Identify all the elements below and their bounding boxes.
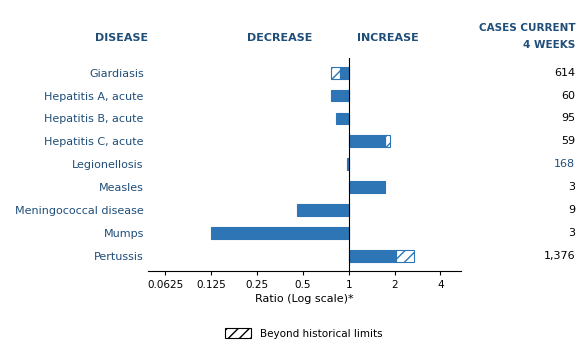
Text: 168: 168 bbox=[554, 159, 575, 169]
Bar bbox=[211, 228, 349, 239]
Text: 614: 614 bbox=[554, 67, 575, 77]
Text: 1,376: 1,376 bbox=[544, 251, 575, 261]
Text: CASES CURRENT: CASES CURRENT bbox=[479, 23, 575, 33]
Bar bbox=[297, 204, 349, 217]
Text: 95: 95 bbox=[561, 114, 575, 124]
Bar bbox=[385, 136, 390, 147]
Bar bbox=[331, 89, 349, 102]
X-axis label: Ratio (Log scale)*: Ratio (Log scale)* bbox=[256, 295, 354, 305]
Text: DECREASE: DECREASE bbox=[246, 33, 312, 43]
Text: 4 WEEKS: 4 WEEKS bbox=[523, 40, 575, 50]
Text: INCREASE: INCREASE bbox=[357, 33, 418, 43]
Bar bbox=[336, 113, 349, 125]
Bar bbox=[349, 250, 396, 262]
Text: DISEASE: DISEASE bbox=[95, 33, 148, 43]
Text: 60: 60 bbox=[561, 91, 575, 100]
Bar bbox=[349, 136, 385, 147]
Text: 9: 9 bbox=[568, 206, 575, 215]
Text: 59: 59 bbox=[561, 136, 575, 147]
Bar bbox=[331, 66, 340, 78]
Bar bbox=[347, 158, 349, 170]
Bar bbox=[340, 66, 349, 78]
Bar bbox=[396, 250, 414, 262]
Legend: Beyond historical limits: Beyond historical limits bbox=[221, 323, 386, 343]
Bar bbox=[349, 181, 385, 193]
Text: 3: 3 bbox=[568, 228, 575, 239]
Text: 3: 3 bbox=[568, 182, 575, 192]
